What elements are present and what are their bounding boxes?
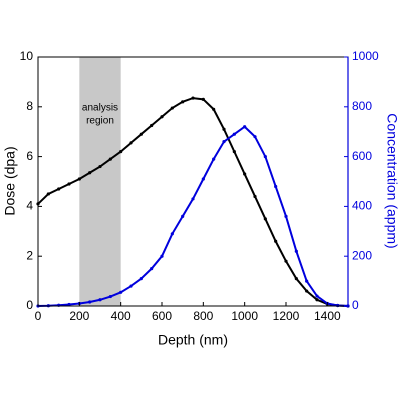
x-tick-label: 600	[152, 309, 172, 323]
x-axis-title: Depth (nm)	[158, 332, 228, 348]
data-point	[305, 289, 309, 293]
y-tick-label: 4	[26, 199, 33, 213]
x-tick-label: 400	[111, 309, 131, 323]
data-point	[67, 302, 71, 307]
y2-axis-title: Concentration (appm)	[384, 113, 400, 248]
y-tick-label: 2	[26, 248, 33, 262]
region-label: analysis	[82, 103, 118, 114]
data-point	[253, 135, 257, 139]
y-tick-label: 6	[26, 149, 33, 163]
y-axis-title: Dose (dpa)	[2, 146, 18, 215]
data-point	[294, 277, 298, 281]
data-point	[222, 140, 226, 144]
data-point	[243, 125, 247, 129]
data-point	[181, 100, 185, 104]
y2-tick-label: 600	[352, 149, 372, 163]
x-tick-label: 800	[193, 309, 213, 323]
data-point	[191, 96, 195, 100]
data-point	[57, 187, 61, 191]
data-point	[88, 300, 92, 304]
y-tick-label: 10	[20, 49, 34, 63]
y2-tick-label: 0	[352, 298, 359, 312]
y2-tick-label: 200	[352, 248, 372, 262]
data-point	[315, 298, 319, 302]
data-point	[170, 232, 174, 236]
data-point	[232, 132, 236, 136]
data-point	[108, 157, 112, 161]
data-point	[119, 150, 123, 154]
data-point	[170, 106, 174, 110]
x-tick-label: 0	[35, 309, 42, 323]
data-point	[77, 177, 81, 181]
y-tick-label: 8	[26, 99, 33, 113]
data-point	[274, 184, 278, 189]
data-point	[191, 197, 195, 201]
data-point	[150, 123, 154, 128]
data-point	[46, 192, 50, 196]
data-point	[88, 171, 92, 175]
data-point	[160, 254, 164, 258]
data-point	[108, 294, 112, 299]
data-point	[181, 214, 185, 218]
y-tick-label: 0	[26, 298, 33, 312]
data-point	[98, 298, 102, 302]
data-point	[139, 132, 143, 136]
data-point	[201, 97, 205, 101]
data-point	[274, 239, 278, 243]
data-point	[222, 127, 226, 131]
data-point	[129, 141, 133, 145]
data-point	[253, 194, 257, 199]
data-point	[98, 164, 102, 169]
data-point	[284, 214, 288, 218]
data-point	[294, 249, 298, 253]
data-point	[139, 277, 143, 281]
x-tick-label: 1000	[231, 309, 258, 323]
data-point	[243, 172, 247, 176]
data-point	[150, 267, 154, 271]
data-point	[119, 290, 123, 294]
y2-tick-label: 1000	[352, 49, 379, 63]
data-point	[263, 217, 267, 221]
data-point	[212, 107, 216, 111]
data-point	[129, 284, 133, 288]
data-point	[315, 294, 319, 298]
y2-tick-label: 800	[352, 99, 372, 113]
x-tick-label: 200	[69, 309, 89, 323]
x-tick-label: 1200	[273, 309, 300, 323]
data-point	[201, 177, 205, 181]
data-point	[160, 115, 164, 119]
y2-tick-label: 400	[352, 199, 372, 213]
data-point	[232, 150, 236, 154]
data-point	[263, 155, 267, 159]
x-tick-label: 1400	[314, 309, 341, 323]
region-label: region	[86, 116, 114, 127]
data-point	[67, 182, 71, 186]
data-point	[305, 279, 309, 283]
data-point	[284, 259, 288, 263]
data-point	[212, 157, 216, 161]
shaded-region	[79, 57, 121, 306]
